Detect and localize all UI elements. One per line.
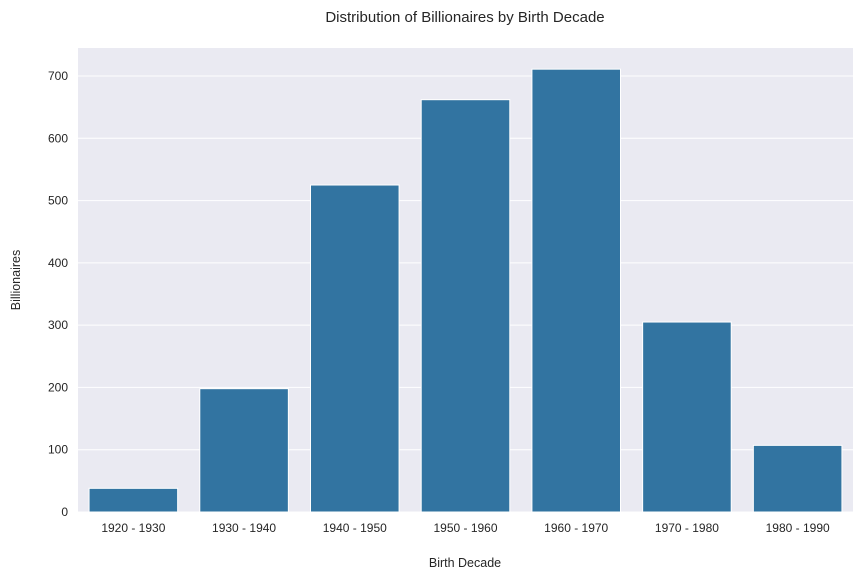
x-tick-label: 1920 - 1930 xyxy=(101,521,165,535)
y-tick-label: 100 xyxy=(48,443,68,457)
y-tick-label: 0 xyxy=(61,505,68,519)
y-tick-label: 500 xyxy=(48,194,68,208)
y-tick-label: 700 xyxy=(48,69,68,83)
x-tick-label: 1980 - 1990 xyxy=(766,521,830,535)
y-ticks: 0 100 200 300 400 500 600 700 xyxy=(48,69,68,519)
bar-1920-1930 xyxy=(88,487,179,513)
y-axis-label: Billionaires xyxy=(9,250,23,310)
bar-1960-1970 xyxy=(531,68,622,513)
x-ticks: 1920 - 1930 1930 - 1940 1940 - 1950 1950 - … xyxy=(101,521,830,535)
y-tick-label: 400 xyxy=(48,256,68,270)
bar-1930-1940 xyxy=(199,388,289,513)
x-tick-label: 1930 - 1940 xyxy=(212,521,276,535)
y-tick-label: 200 xyxy=(48,380,68,394)
bar-1950-1960 xyxy=(420,99,511,513)
bar-1940-1950 xyxy=(310,184,400,513)
x-tick-label: 1940 - 1950 xyxy=(323,521,387,535)
x-tick-label: 1960 - 1970 xyxy=(544,521,608,535)
bar-1980-1990 xyxy=(752,444,843,513)
x-axis-label: Birth Decade xyxy=(429,556,501,570)
y-tick-label: 300 xyxy=(48,318,68,332)
bar-1970-1980 xyxy=(642,321,732,513)
chart-title: Distribution of Billionaires by Birth De… xyxy=(325,9,604,26)
y-tick-label: 600 xyxy=(48,131,68,145)
bars xyxy=(88,68,843,513)
x-tick-label: 1970 - 1980 xyxy=(655,521,719,535)
x-tick-label: 1950 - 1960 xyxy=(433,521,497,535)
